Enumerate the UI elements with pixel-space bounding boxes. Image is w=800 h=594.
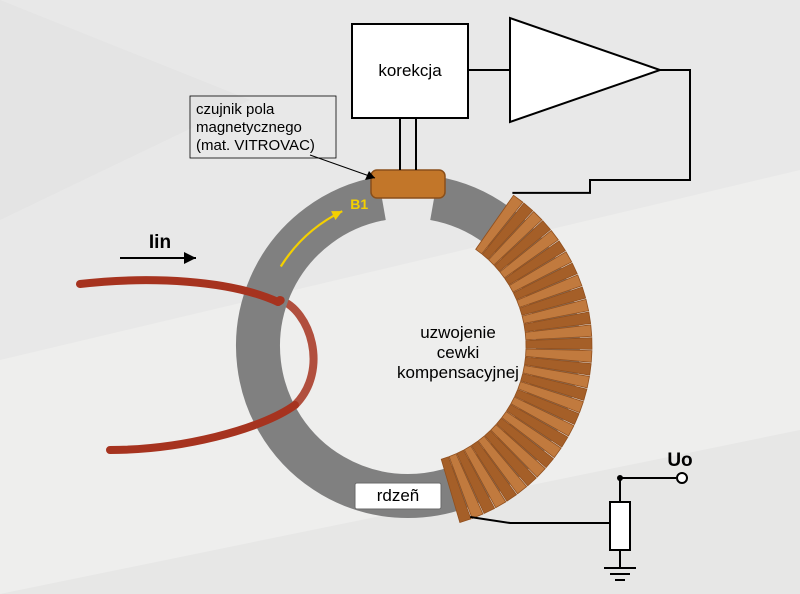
winding-label-line: cewki <box>437 343 480 362</box>
b1-label: B1 <box>350 196 368 212</box>
correction-label: korekcja <box>378 61 442 80</box>
correction-box: korekcja <box>352 24 468 118</box>
output-terminal <box>677 473 687 483</box>
input-label: Iin <box>149 232 171 253</box>
winding-label-line: kompensacyjnej <box>397 363 519 382</box>
winding-label-line: uzwojenie <box>420 323 496 342</box>
core-label: rdzeñ <box>355 483 441 509</box>
sensor-label-line: czujnik pola <box>196 101 275 118</box>
sensor-label-line: (mat. VITROVAC) <box>196 137 315 154</box>
core-label-text: rdzeñ <box>377 486 420 505</box>
output-label: Uo <box>667 450 692 471</box>
resistor <box>610 502 630 550</box>
sensor-label-line: magnetycznego <box>196 119 302 136</box>
